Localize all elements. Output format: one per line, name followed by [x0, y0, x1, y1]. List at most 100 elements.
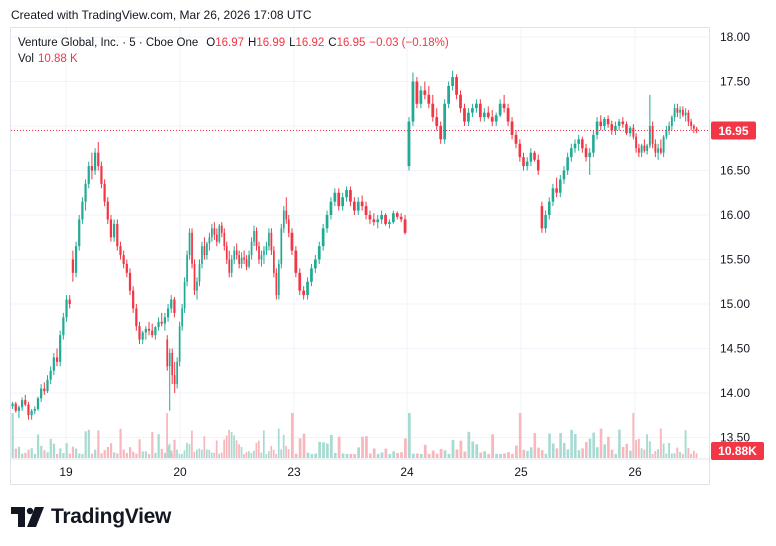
volume-bar	[690, 453, 693, 458]
volume-bar	[49, 438, 52, 458]
volume-bar	[62, 452, 65, 458]
candle-body	[78, 219, 81, 247]
candle-body	[106, 201, 109, 220]
volume-bar	[173, 439, 176, 458]
volume-bar	[173, 453, 176, 458]
volume-bar	[372, 448, 376, 458]
volume-bar	[267, 451, 270, 458]
chart-panel[interactable]	[10, 27, 710, 485]
volume-bar	[681, 453, 684, 458]
candle-body	[439, 126, 443, 140]
volume-bar	[14, 448, 17, 458]
candle-body	[97, 152, 100, 167]
volume-bar	[540, 450, 544, 458]
volume-bar	[238, 444, 240, 458]
volume-bar	[235, 440, 238, 458]
volume-bar	[166, 413, 168, 458]
candle-body	[471, 108, 474, 113]
volume-bar	[240, 446, 243, 458]
volume-bar	[290, 413, 294, 458]
volume-bar	[65, 443, 68, 458]
time-tick-label: 26	[628, 465, 642, 479]
candle-body	[349, 190, 352, 202]
volume-bar	[396, 452, 399, 458]
volume-bar	[253, 450, 255, 458]
volume-bar	[662, 443, 665, 458]
candle-body	[255, 231, 258, 247]
candle-body	[637, 148, 640, 153]
candle-body	[606, 118, 610, 125]
volume-bar	[113, 452, 116, 458]
volume-bar	[610, 449, 614, 458]
candle-body	[419, 90, 423, 104]
candle-body	[215, 234, 218, 242]
volume-bar	[368, 453, 372, 458]
volume-bar	[298, 438, 302, 458]
candle-body	[555, 188, 558, 193]
volume-bar	[353, 453, 357, 458]
candle-body	[116, 223, 119, 247]
candle-body	[213, 228, 216, 235]
candle-body	[659, 148, 662, 153]
volume-bar	[679, 451, 682, 458]
volume-bar	[71, 446, 75, 458]
volume-label: Vol	[18, 53, 34, 65]
candle-body	[46, 379, 49, 392]
candle-body	[68, 299, 71, 304]
candle-body	[243, 257, 245, 260]
volume-bar	[167, 445, 170, 458]
candle-body	[399, 216, 403, 220]
candle-body	[171, 352, 174, 376]
candle-body	[692, 126, 695, 129]
volume-bar	[475, 444, 479, 458]
volume-bar	[559, 433, 562, 458]
candle-body	[201, 246, 203, 264]
close-label: C	[328, 37, 337, 49]
volume-bar	[188, 444, 191, 458]
volume-bar	[551, 443, 555, 458]
volume-bar	[665, 453, 668, 458]
axes: 18.0017.5017.0016.5016.0015.5015.0014.50…	[11, 30, 764, 479]
volume-bar	[629, 450, 632, 458]
volume-bar	[220, 452, 223, 458]
candle-body	[135, 308, 138, 327]
candle-body	[211, 228, 213, 238]
candle-body	[62, 317, 65, 336]
symbol-name: Venture Global, Inc. · 5 · Cboe One	[18, 37, 199, 49]
candle-body	[478, 103, 482, 118]
candles	[11, 70, 698, 420]
candle-body	[87, 166, 90, 184]
volume-bar	[116, 453, 119, 458]
candle-body	[119, 246, 122, 256]
volume-bar	[87, 429, 90, 458]
candle-body	[317, 246, 321, 260]
volume-bar	[522, 449, 526, 458]
candle-body	[435, 117, 439, 126]
candle-body	[427, 94, 431, 104]
volume-bar	[670, 453, 673, 458]
volume-bar	[100, 453, 103, 458]
volume-bar	[163, 452, 167, 458]
candle-body	[282, 210, 285, 229]
candle-body	[415, 81, 419, 104]
volume-bar	[349, 453, 353, 458]
volume-bar	[203, 436, 206, 458]
volume-bar	[581, 448, 584, 458]
low-label: L	[289, 37, 296, 49]
candle-body	[43, 388, 46, 392]
volume-bar	[322, 442, 325, 458]
candlestick-chart[interactable]: 18.0017.5017.0016.5016.0015.5015.0014.50…	[0, 0, 776, 500]
volume-bar	[503, 453, 506, 458]
volume-bar	[33, 453, 37, 458]
candle-body	[356, 201, 360, 211]
volume-bar	[566, 449, 570, 458]
candle-body	[333, 192, 337, 202]
volume-bar	[487, 453, 491, 458]
volume-bar	[75, 448, 78, 458]
volume-bar	[258, 440, 260, 458]
volume-bar	[657, 449, 660, 458]
volume-bar	[285, 445, 288, 458]
candle-body	[625, 124, 628, 134]
volume-bar	[90, 453, 94, 458]
candle-body	[372, 219, 376, 223]
